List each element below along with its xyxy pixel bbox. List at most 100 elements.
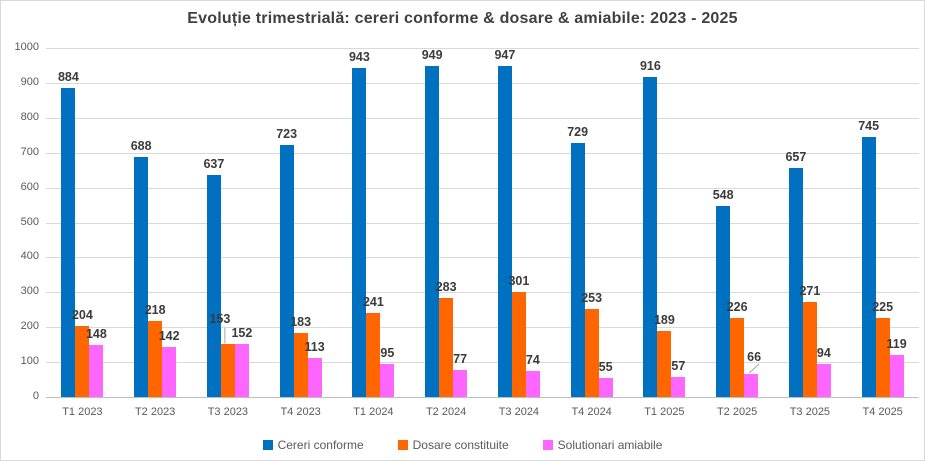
legend-item-label: Cereri conforme (277, 438, 364, 452)
bar-solutionari-amiabile (89, 345, 104, 397)
x-axis-category-label: T1 2024 (353, 406, 394, 418)
data-label: 153 (209, 311, 231, 326)
x-axis-category-label: T4 2023 (280, 406, 321, 418)
x-axis-category-label: T1 2023 (62, 406, 103, 418)
data-label: 183 (290, 315, 312, 330)
data-label: 283 (435, 280, 457, 295)
legend-swatch-icon (542, 440, 553, 450)
data-label: 152 (231, 325, 253, 340)
y-axis-tick-label: 900 (20, 75, 39, 88)
x-axis-category-label: T3 2023 (207, 406, 249, 418)
data-label: 637 (203, 156, 225, 171)
gridline (46, 362, 919, 364)
y-axis-tick-label: 800 (20, 110, 39, 123)
x-axis-category-label: T2 2023 (134, 406, 176, 418)
y-axis-tick-label: 400 (20, 250, 39, 263)
data-label: 204 (71, 307, 93, 322)
data-label: 94 (816, 346, 831, 361)
bar-cereri-conforme (61, 88, 76, 397)
x-axis-category-label: T3 2024 (498, 406, 540, 418)
y-axis-tick-label: 100 (20, 355, 39, 368)
data-label: 142 (158, 329, 180, 344)
legend-item-dosare-constituite: Dosare constituite (397, 438, 509, 452)
bar-solutionari-amiabile (380, 363, 395, 397)
bar-cereri-conforme (206, 174, 221, 397)
gridline (46, 397, 919, 398)
bar-dosare-constituite (657, 331, 672, 397)
data-label: 225 (872, 300, 894, 315)
bar-cereri-conforme (134, 156, 149, 397)
legend-item-cereri-conforme: Cereri conforme (262, 438, 364, 452)
legend-item-label: Dosare constituite (412, 438, 509, 452)
bar-dosare-constituite (439, 298, 454, 397)
data-label: 271 (799, 284, 821, 299)
data-label: 745 (858, 118, 880, 133)
legend-item-solutionari-amiabile: Solutionari amiabile (542, 438, 663, 452)
y-axis-tick-label: 500 (20, 215, 39, 228)
data-label: 226 (726, 300, 748, 315)
gridline (46, 82, 919, 84)
y-axis-tick-label: 1000 (14, 41, 39, 53)
bar-dosare-constituite (148, 320, 163, 397)
chart-title: Evoluție trimestrială: cereri conforme &… (187, 10, 738, 27)
bar-solutionari-amiabile (889, 355, 904, 397)
bar-solutionari-amiabile (453, 370, 468, 397)
y-axis-tick-label: 200 (20, 320, 39, 333)
data-label: 949 (421, 47, 443, 62)
y-axis-tick-label: 700 (20, 145, 39, 158)
gridline (46, 48, 919, 49)
gridline (46, 152, 919, 154)
bar-solutionari-amiabile (234, 343, 249, 397)
data-label: 884 (57, 70, 79, 85)
bar-cereri-conforme (570, 142, 585, 397)
data-label: 947 (494, 48, 516, 63)
data-label: 74 (525, 353, 540, 368)
data-label: 77 (453, 352, 468, 367)
bar-solutionari-amiabile (816, 364, 831, 397)
data-label: 189 (653, 313, 675, 328)
legend-swatch-icon (262, 440, 273, 450)
data-label: 723 (276, 126, 298, 141)
bar-solutionari-amiabile (744, 373, 759, 397)
bar-cereri-conforme (643, 77, 658, 397)
y-axis-tick-label: 300 (20, 285, 39, 298)
data-label: 916 (639, 59, 661, 74)
bar-cereri-conforme (279, 144, 294, 397)
bar-dosare-constituite (730, 318, 745, 397)
x-axis-category-label: T4 2024 (571, 406, 612, 418)
data-label: 218 (144, 302, 166, 317)
gridline (46, 117, 919, 119)
gridline (46, 292, 919, 294)
data-label: 113 (304, 339, 325, 354)
data-label: 119 (886, 337, 907, 352)
bar-solutionari-amiabile (671, 377, 686, 397)
bar-solutionari-amiabile (525, 371, 540, 397)
y-axis-tick-label: 0 (32, 390, 39, 402)
label-leader-line (748, 363, 760, 374)
data-label: 548 (712, 187, 734, 202)
x-axis-category-label: T2 2024 (425, 406, 467, 418)
legend-item-label: Solutionari amiabile (557, 438, 663, 452)
bar-cereri-conforme (497, 66, 512, 397)
x-axis-category-label: T2 2025 (716, 406, 758, 418)
bar-solutionari-amiabile (598, 377, 613, 397)
gridline (46, 257, 919, 259)
data-label: 301 (508, 273, 530, 288)
bar-cereri-conforme (788, 167, 803, 397)
gridline (46, 222, 919, 224)
data-label: 241 (362, 294, 384, 309)
bar-dosare-constituite (802, 302, 817, 397)
data-label: 657 (785, 149, 807, 164)
data-label: 57 (671, 359, 686, 374)
gridline (46, 187, 919, 189)
data-label: 55 (598, 359, 613, 374)
x-axis-category-label: T1 2025 (644, 406, 685, 418)
legend: Cereri conforme Dosare constituite Solutio… (1, 438, 924, 452)
bar-dosare-constituite (366, 312, 381, 397)
legend-swatch-icon (397, 440, 408, 450)
data-label: 943 (348, 49, 370, 64)
x-axis-category-label: T4 2025 (862, 406, 903, 418)
bar-dosare-constituite (875, 318, 890, 397)
bar-dosare-constituite (293, 333, 308, 397)
